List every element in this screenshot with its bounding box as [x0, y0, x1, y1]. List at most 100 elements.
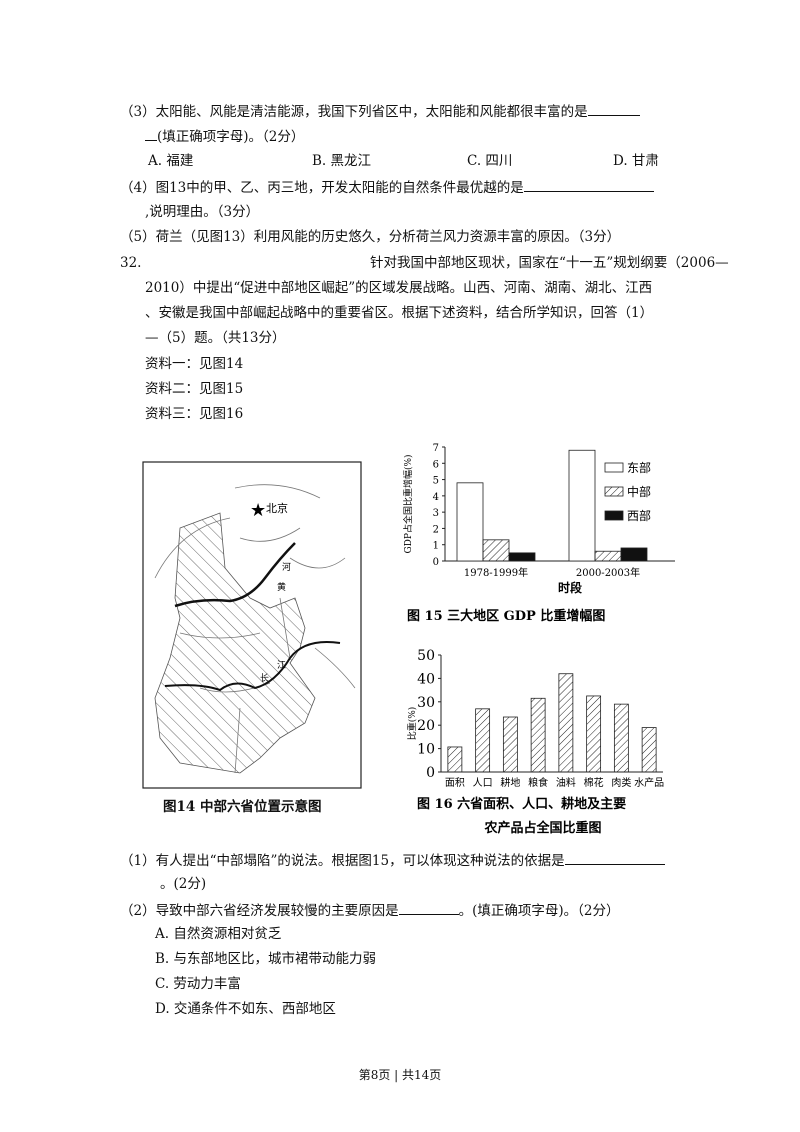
material-1: 资料一：见图14	[145, 356, 244, 372]
bar-棉花	[586, 695, 602, 773]
sub2-option-d: D. 交通条件不如东、西部地区	[155, 1001, 336, 1017]
x-tick-label: 1978-1999年	[464, 566, 528, 579]
y-axis-label: GDP占全国比重增幅(%)	[402, 454, 414, 553]
bar-水产品	[641, 727, 657, 773]
legend-swatch	[604, 510, 624, 521]
y-tick-label: 30	[417, 695, 435, 711]
x-tick-label: 水产品	[634, 776, 664, 789]
sub2-stem: （2）导致中部六省经济发展较慢的主要原因是	[120, 903, 399, 919]
sub1-text: （1）有人提出“中部塌陷”的说法。根据图15，可以体现这种说法的依据是	[120, 850, 665, 870]
central-china-map: ★ 北京 黄 河 长 江	[142, 461, 362, 789]
q3-cont: (填正确项字母)。（2分）	[145, 126, 304, 146]
answer-blank	[145, 126, 157, 141]
y-tick-label: 1	[433, 541, 439, 552]
legend-label: 西部	[627, 508, 651, 523]
answer-blank	[523, 177, 654, 192]
bar-西部	[508, 552, 536, 562]
y-tick-label: 7	[433, 443, 439, 454]
q32-line: —（5）题。（共13分）	[145, 330, 286, 346]
x-axis-label: 时段	[558, 580, 583, 595]
q32-number: 32.	[120, 255, 142, 271]
q4-text: （4）图13中的甲、乙、丙三地，开发太阳能的自然条件最优越的是	[120, 177, 654, 197]
chart-title-line2: 农产品占全国比重图	[483, 820, 601, 836]
province-borders	[154, 484, 356, 774]
q32-line: 针对我国中部地区现状，国家在“十一五”规划纲要（2006—	[370, 255, 729, 271]
star-icon: ★	[250, 500, 266, 521]
bar-中部	[482, 539, 510, 562]
answer-blank	[587, 101, 640, 116]
bar-油料	[558, 673, 574, 773]
bar-东部	[568, 449, 596, 562]
y-tick-label: 5	[433, 476, 439, 487]
x-tick-label: 棉花	[584, 776, 604, 789]
q3-stem: （3）太阳能、风能是清洁能源，我国下列省区中，太阳能和风能都很丰富的是	[120, 104, 588, 120]
y-tick-label: 0	[433, 557, 439, 568]
x-tick-label: 面积	[445, 777, 465, 789]
q3-option-b: B. 黑龙江	[312, 153, 372, 169]
y-tick-label: 0	[426, 765, 435, 781]
q3-option-d: D. 甘肃	[613, 153, 659, 169]
material-3: 资料三：见图16	[145, 406, 244, 422]
legend-label: 东部	[627, 460, 651, 475]
share-chart: 0 10 20 30 40 50 面积 人口 耕地 粮食 油料 棉花 肉类 水产品 比重(%) 图 16 六省…	[406, 648, 664, 836]
x-tick-label: 粮食	[528, 776, 548, 789]
label-changjiang: 江	[277, 660, 286, 671]
q4-cont: ,说明理由。（3分）	[145, 204, 260, 220]
bar-肉类	[613, 703, 629, 773]
sub2-option-c: C. 劳动力丰富	[155, 976, 241, 992]
label-huanghe: 黄	[277, 581, 286, 593]
x-tick-label: 耕地	[500, 776, 520, 789]
q3-option-c: C. 四川	[467, 153, 513, 169]
bar-东部	[456, 482, 484, 562]
y-tick-label: 40	[417, 671, 435, 687]
sub2-after: 。(填正确项字母)。（2分）	[458, 903, 620, 919]
y-tick-label: 4	[433, 492, 439, 503]
sub1-cont: 。(2分)	[160, 876, 207, 892]
bar-西部	[620, 547, 648, 562]
x-tick-label: 肉类	[611, 776, 631, 789]
label-beijing: 北京	[266, 501, 288, 515]
chart-title: 图 15 三大地区 GDP 比重增幅图	[407, 608, 605, 624]
central-six-provinces	[154, 512, 316, 774]
bar-面积	[447, 746, 463, 773]
y-tick-label: 20	[417, 718, 435, 734]
label-huanghe: 河	[282, 561, 291, 573]
bar-耕地	[502, 716, 518, 773]
y-tick-label: 3	[433, 508, 439, 519]
answer-blank	[398, 900, 459, 915]
bar-中部	[594, 550, 622, 562]
sub2-text: （2）导致中部六省经济发展较慢的主要原因是 。(填正确项字母)。（2分）	[120, 900, 619, 920]
chart-title: 图 16 六省面积、人口、耕地及主要	[417, 796, 626, 812]
q3-option-a: A. 福建	[148, 153, 194, 169]
x-tick-label: 2000-2003年	[576, 566, 640, 579]
answer-blank	[564, 850, 665, 865]
page-footer: 第8页 | 共14页	[358, 1068, 442, 1082]
fig14-caption: 图14 中部六省位置示意图	[163, 799, 322, 815]
yangtze-river	[164, 641, 341, 692]
q5-text: （5）荷兰（见图13）利用风能的历史悠久，分析荷兰风力资源丰富的原因。（3分）	[120, 229, 621, 245]
q3-text: （3）太阳能、风能是清洁能源，我国下列省区中，太阳能和风能都很丰富的是	[120, 101, 640, 121]
y-tick-label: 50	[417, 648, 435, 664]
y-tick-label: 6	[433, 459, 439, 470]
x-tick-label: 油料	[556, 776, 576, 789]
sub2-option-a: A. 自然资源相对贫乏	[155, 926, 282, 942]
material-2: 资料二：见图15	[145, 381, 244, 397]
q3-cont-text: (填正确项字母)。（2分）	[157, 129, 305, 145]
y-tick-label: 2	[433, 524, 439, 535]
q32-line: 2010）中提出“促进中部地区崛起”的区域发展战略。山西、河南、湖南、湖北、江西	[145, 280, 653, 296]
legend-swatch	[604, 486, 624, 497]
y-axis-label: 比重(%)	[406, 707, 418, 741]
x-tick-label: 人口	[473, 777, 493, 789]
label-changjiang: 长	[260, 672, 269, 684]
y-tick-label: 10	[417, 742, 435, 758]
yellow-river	[174, 542, 296, 608]
sub2-option-b: B. 与东部地区比，城市裙带动能力弱	[155, 951, 377, 967]
legend-swatch	[604, 462, 624, 473]
q32-line: 、安徽是我国中部崛起战略中的重要省区。根据下述资料，结合所学知识，回答（1）	[145, 305, 654, 321]
q4-stem: （4）图13中的甲、乙、丙三地，开发太阳能的自然条件最优越的是	[120, 180, 524, 196]
bar-人口	[475, 708, 491, 773]
sub1-stem: （1）有人提出“中部塌陷”的说法。根据图15，可以体现这种说法的依据是	[120, 853, 565, 869]
legend-label: 中部	[627, 484, 651, 499]
